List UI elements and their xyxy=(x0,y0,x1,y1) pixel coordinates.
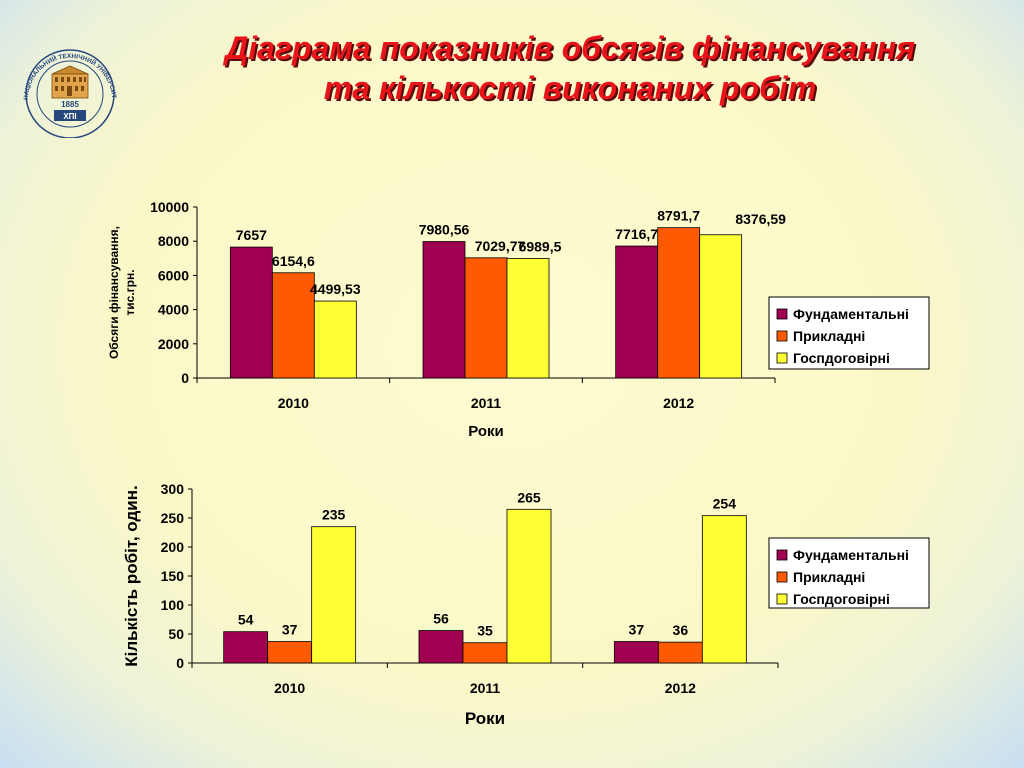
legend-swatch xyxy=(776,549,788,561)
data-label: 37 xyxy=(629,622,645,638)
data-label: 6154,6 xyxy=(272,253,315,269)
y-tick-label: 0 xyxy=(181,370,189,386)
data-label: 7716,7 xyxy=(615,226,658,242)
bar xyxy=(699,234,743,379)
bar xyxy=(311,526,357,664)
y-tick-label: 4000 xyxy=(158,302,189,318)
legend-swatch xyxy=(776,571,788,583)
data-label: 35 xyxy=(477,623,493,639)
legend-entry: Фундаментальні xyxy=(793,547,909,563)
legend-swatch xyxy=(776,308,788,320)
bar xyxy=(229,246,273,379)
y-tick-label: 300 xyxy=(161,481,185,497)
y-tick-label: 10000 xyxy=(150,199,189,215)
legend-entry: Госпдоговірні xyxy=(793,350,890,366)
bar xyxy=(223,631,269,664)
y-tick-label: 0 xyxy=(176,655,184,671)
y-tick-label: 250 xyxy=(161,510,185,526)
x-axis-title: Роки xyxy=(465,709,505,728)
logo-year: 1885 xyxy=(61,100,79,109)
legend-swatch xyxy=(776,352,788,364)
title-line-1: Діаграма показників обсягів фінансування xyxy=(225,30,915,66)
data-label: 8791,7 xyxy=(657,208,700,224)
y-tick-label: 200 xyxy=(161,539,185,555)
bar xyxy=(657,227,701,379)
bar xyxy=(506,258,550,379)
x-tick-label: 2012 xyxy=(663,395,694,411)
bar xyxy=(464,257,508,379)
bar xyxy=(615,245,659,379)
data-label: 56 xyxy=(433,611,449,627)
bar xyxy=(506,508,552,664)
data-label: 37 xyxy=(282,622,298,638)
x-tick-label: 2011 xyxy=(470,680,501,696)
data-label: 36 xyxy=(673,622,689,638)
y-axis-title-line-2: тис.грн. xyxy=(123,269,137,315)
bar xyxy=(657,641,703,664)
university-logo: НАЦІОНАЛЬНИЙ ТЕХНІЧНИЙ УНІВЕРСИТЕТ «ХАРК… xyxy=(12,38,117,138)
bar xyxy=(462,642,508,664)
x-tick-label: 2010 xyxy=(274,680,305,696)
data-label: 7980,56 xyxy=(419,222,470,238)
bar xyxy=(313,300,357,379)
x-tick-label: 2011 xyxy=(471,395,502,411)
bar xyxy=(271,272,315,379)
legend-entry: Госпдоговірні xyxy=(793,591,890,607)
data-label: 265 xyxy=(517,489,541,505)
data-label: 6989,5 xyxy=(519,238,562,254)
y-tick-label: 8000 xyxy=(158,233,189,249)
legend-box xyxy=(768,537,930,609)
logo-abbr: ХПІ xyxy=(63,112,76,121)
funding-bar-chart: 0 2000 4000 6000 8000 10000 7657 6154,6 4499,53 2… xyxy=(107,199,930,440)
bar xyxy=(613,641,659,664)
legend-entry: Прикладні xyxy=(793,569,865,585)
y-axis-title-line-1: Обсяги фінансування, xyxy=(107,226,121,359)
data-label: 8376,59 xyxy=(735,211,786,227)
building-icon xyxy=(51,65,89,99)
bar xyxy=(701,515,747,664)
works-count-bar-chart: 0 50 100 150 200 250 300 54 37 235 2010 56 35 265 2011… xyxy=(122,481,930,728)
legend-swatch xyxy=(776,330,788,342)
bar xyxy=(422,241,466,379)
data-label: 54 xyxy=(238,612,254,628)
legend-entry: Фундаментальні xyxy=(793,306,909,322)
y-tick-label: 150 xyxy=(161,568,185,584)
y-tick-label: 50 xyxy=(168,626,184,642)
slide-title: Діаграма показників обсягів фінансування… xyxy=(130,28,1010,108)
bar xyxy=(418,630,464,664)
legend-entry: Прикладні xyxy=(793,328,865,344)
y-tick-label: 2000 xyxy=(158,336,189,352)
legend-swatch xyxy=(776,593,788,605)
data-label: 4499,53 xyxy=(310,281,361,297)
x-tick-label: 2010 xyxy=(278,395,309,411)
data-label: 235 xyxy=(322,507,346,523)
data-label: 7657 xyxy=(236,227,267,243)
x-axis-title: Роки xyxy=(468,423,504,440)
data-label: 254 xyxy=(713,496,737,512)
y-axis-title: Кількість робіт, один. xyxy=(122,485,141,666)
y-tick-label: 100 xyxy=(161,597,185,613)
title-line-2: та кількості виконаних робіт xyxy=(323,70,817,106)
data-label: 7029,77 xyxy=(475,238,526,254)
y-tick-label: 6000 xyxy=(158,267,189,283)
x-tick-label: 2012 xyxy=(665,680,696,696)
legend-box xyxy=(768,296,930,370)
bar xyxy=(267,641,313,664)
